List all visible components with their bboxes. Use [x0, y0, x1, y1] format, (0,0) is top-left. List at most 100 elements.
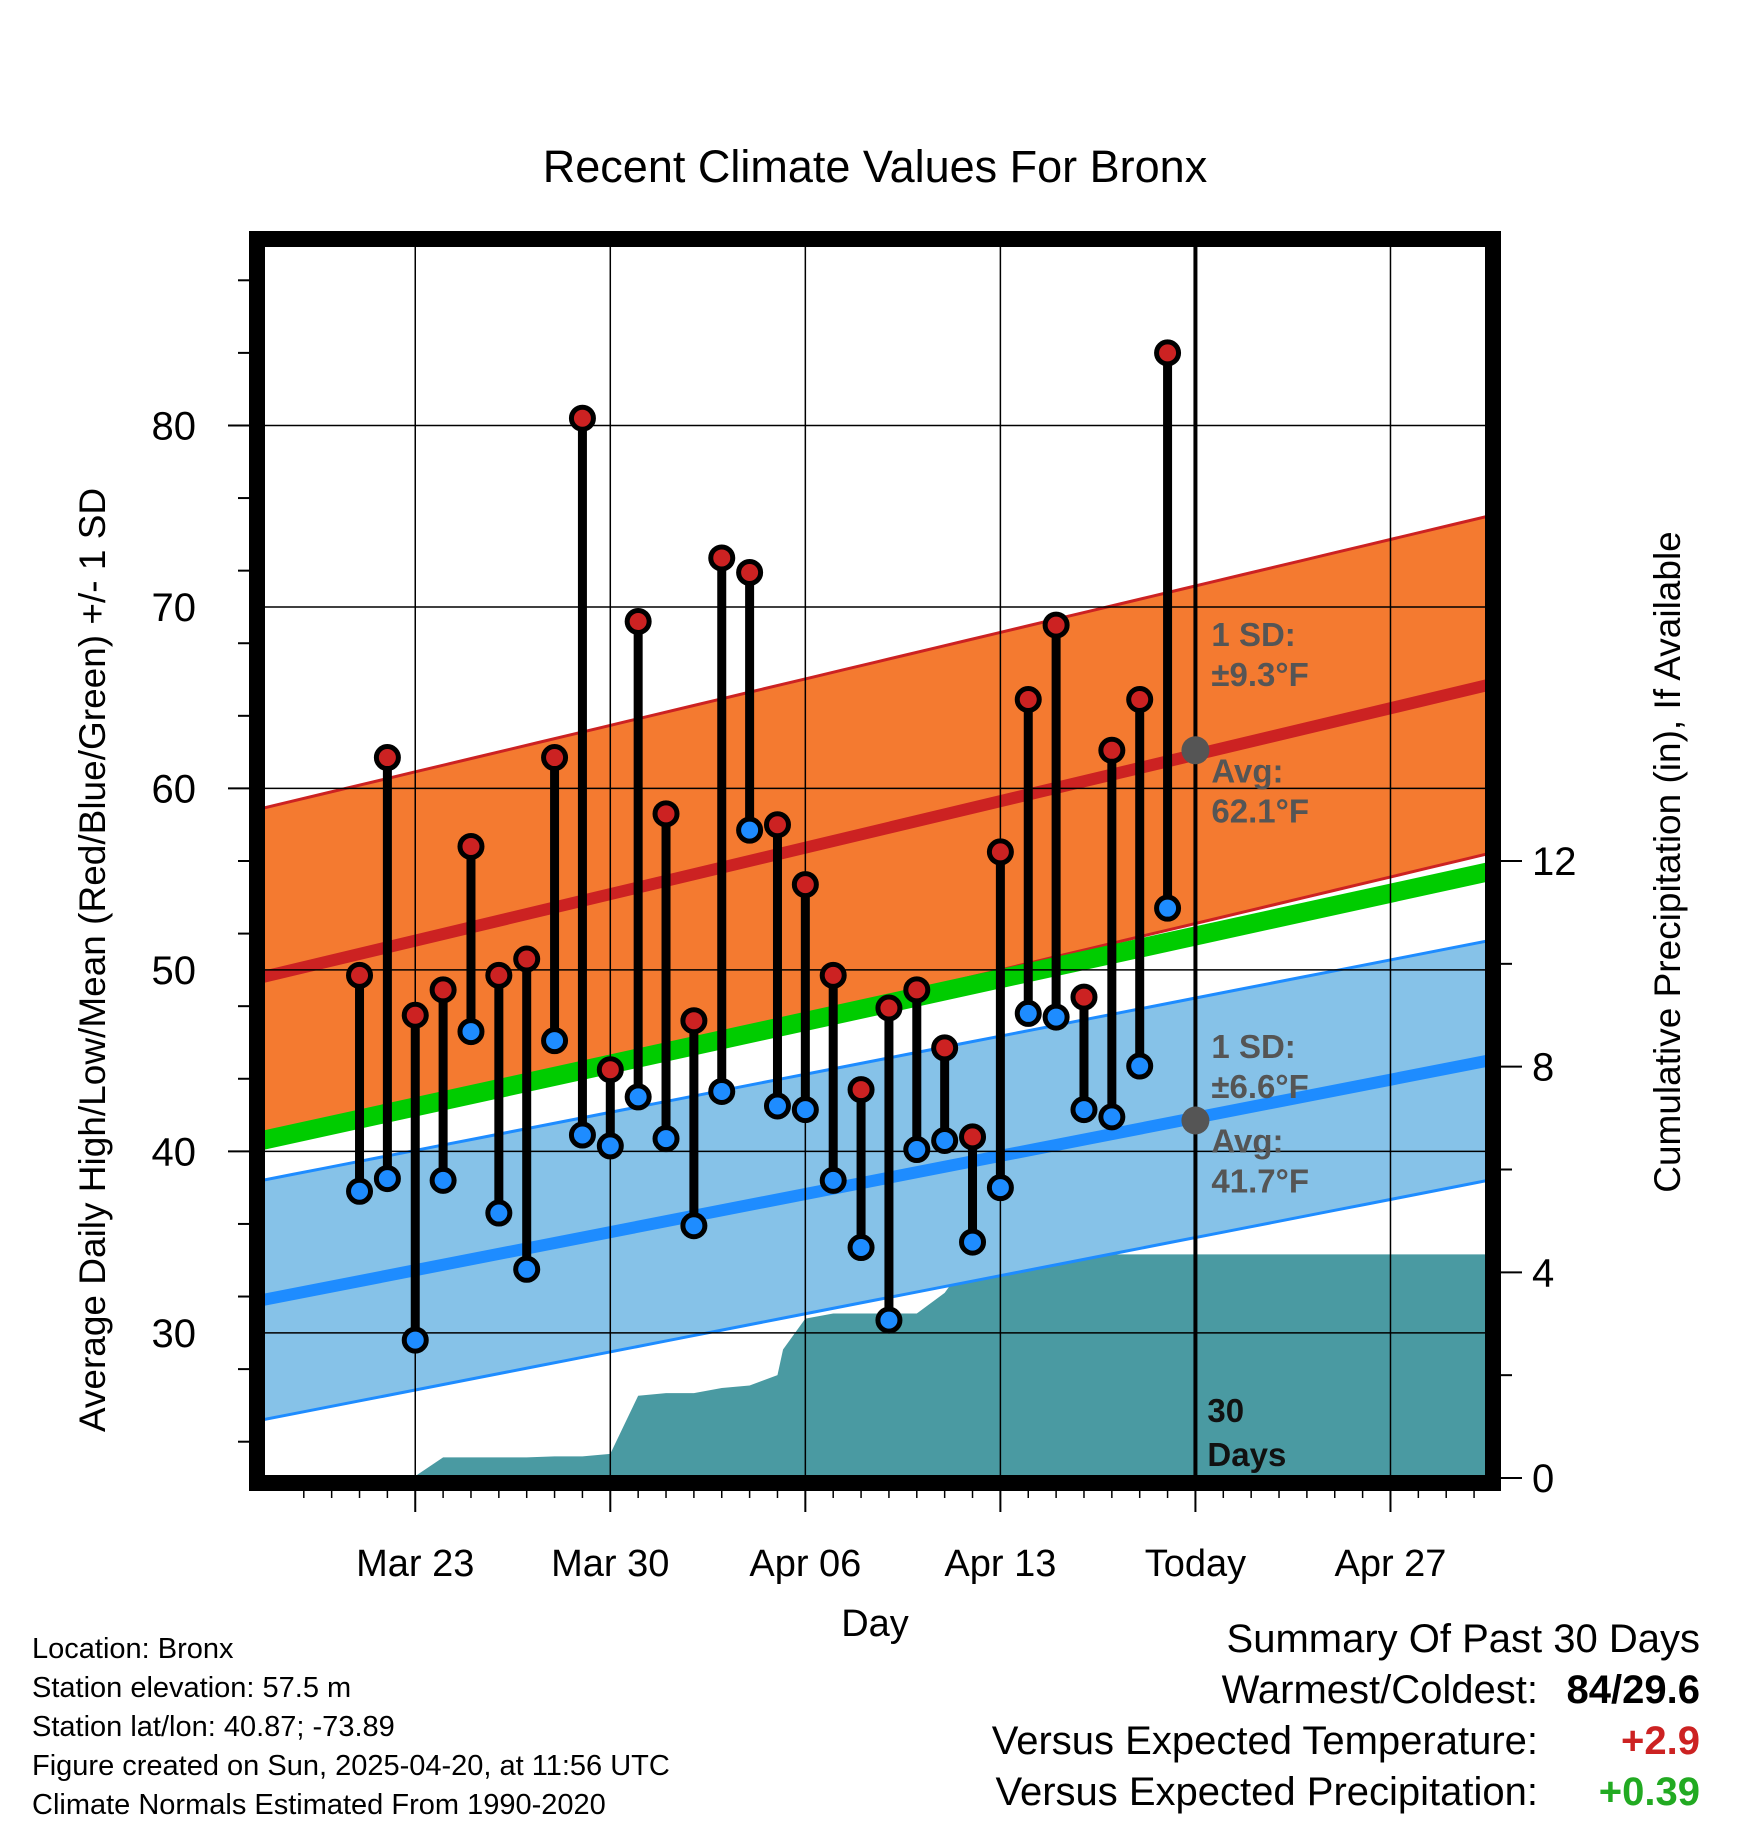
- daily-low-point: [513, 1255, 541, 1283]
- daily-low-point: [1126, 1052, 1154, 1080]
- daily-high-point: [1042, 611, 1070, 639]
- x-tick-label: Today: [1145, 1543, 1246, 1585]
- elevation-text: Station elevation: 57.5 m: [32, 1672, 352, 1704]
- daily-high-point: [373, 744, 401, 772]
- daily-high-point: [652, 800, 680, 828]
- today-low-average-marker: [1181, 1106, 1210, 1135]
- daily-low-point: [1070, 1096, 1098, 1124]
- temp-value: +2.9: [1621, 1719, 1700, 1763]
- daily-low-point: [373, 1165, 401, 1193]
- chart-title: Recent Climate Values For Bronx: [543, 141, 1208, 192]
- station-info: Location: Bronx Station elevation: 57.5 …: [32, 1630, 670, 1825]
- low-avg-value: 41.7°F: [1211, 1163, 1309, 1200]
- daily-high-point: [596, 1056, 624, 1084]
- daily-high-point: [680, 1007, 708, 1035]
- daily-high-point: [429, 976, 457, 1004]
- daily-low-point: [1014, 999, 1042, 1027]
- normal-mean-line: [262, 862, 1488, 1150]
- latlon-text: Station lat/lon: 40.87; -73.89: [32, 1711, 395, 1743]
- daily-low-point: [903, 1136, 931, 1164]
- temp-label: Versus Expected Temperature:: [991, 1719, 1538, 1763]
- high-sd-label: 1 SD:: [1211, 616, 1295, 653]
- normal-low-line: [262, 1054, 1488, 1307]
- daily-low-point: [847, 1234, 875, 1262]
- precip-value: +0.39: [1598, 1770, 1700, 1814]
- daily-high-point: [819, 961, 847, 989]
- daily-high-point: [847, 1076, 875, 1104]
- daily-high-point: [401, 1001, 429, 1029]
- x-tick-label: Mar 23: [356, 1543, 474, 1585]
- normal-high-line: [262, 679, 1488, 983]
- x-tick-label: Apr 06: [749, 1543, 861, 1585]
- daily-low-point: [819, 1166, 847, 1194]
- daily-high-point: [541, 744, 569, 772]
- daily-low-point: [457, 1018, 485, 1046]
- high-avg-label: Avg:: [1211, 752, 1283, 789]
- daily-low-point: [1098, 1103, 1126, 1131]
- summary-title: Summary Of Past 30 Days: [1226, 1617, 1700, 1661]
- daily-low-point: [1042, 1003, 1070, 1031]
- daily-high-point: [736, 558, 764, 586]
- daily-high-point: [1154, 339, 1182, 367]
- daily-low-point: [791, 1096, 819, 1124]
- daily-high-point: [986, 838, 1014, 866]
- daily-low-point: [652, 1125, 680, 1153]
- daily-low-point: [429, 1166, 457, 1194]
- summary-warmest-row: Warmest/Coldest: 84/29.6: [992, 1668, 1700, 1719]
- daily-high-point: [624, 607, 652, 635]
- low-sd-value: ±6.6°F: [1211, 1068, 1308, 1105]
- daily-low-point: [568, 1121, 596, 1149]
- high-avg-value: 62.1°F: [1211, 792, 1309, 829]
- low-sd-label: 1 SD:: [1211, 1028, 1295, 1065]
- daily-high-point: [1126, 685, 1154, 713]
- daily-low-point: [931, 1126, 959, 1154]
- days-label-text: Days: [1207, 1436, 1286, 1473]
- location-text: Location: Bronx: [32, 1633, 234, 1665]
- daily-low-point: [1154, 894, 1182, 922]
- y-axis-label-left: Average Daily High/Low/Mean (Red/Blue/Gr…: [72, 488, 113, 1432]
- daily-high-point: [763, 811, 791, 839]
- summary-precip-row: Versus Expected Precipitation: +0.39: [992, 1770, 1700, 1821]
- y-tick-label: 80: [152, 404, 197, 448]
- normal-low-band-top-edge: [262, 939, 1488, 1182]
- daily-high-point: [346, 961, 374, 989]
- daily-high-point: [791, 871, 819, 899]
- created-text: Figure created on Sun, 2025-04-20, at 11…: [32, 1750, 670, 1782]
- daily-low-point: [986, 1174, 1014, 1202]
- days-label-number: 30: [1207, 1392, 1244, 1429]
- daily-high-point: [875, 994, 903, 1022]
- daily-high-point: [1070, 983, 1098, 1011]
- y-tick-label: 30: [152, 1312, 197, 1356]
- today-high-average-marker: [1181, 736, 1210, 765]
- y-axis-label-right: Cumulative Precipitation (in), If Availa…: [1647, 531, 1688, 1193]
- x-tick-label: Apr 13: [944, 1543, 1056, 1585]
- y-right-tick-label: 8: [1532, 1046, 1554, 1090]
- warmest-value: 84/29.6: [1566, 1668, 1700, 1712]
- daily-high-point: [457, 832, 485, 860]
- x-tick-label: Apr 27: [1334, 1543, 1446, 1585]
- y-tick-label: 40: [152, 1130, 197, 1174]
- daily-high-point: [568, 404, 596, 432]
- y-right-tick-label: 12: [1532, 840, 1577, 884]
- y-tick-label: 70: [152, 586, 197, 630]
- daily-high-point: [513, 945, 541, 973]
- daily-low-point: [596, 1132, 624, 1160]
- daily-low-point: [763, 1092, 791, 1120]
- y-tick-label: 50: [152, 949, 197, 993]
- normal-low-band-bottom-edge: [262, 1178, 1488, 1422]
- y-right-tick-label: 0: [1532, 1457, 1554, 1501]
- normals-text: Climate Normals Estimated From 1990-2020: [32, 1789, 606, 1821]
- daily-low-point: [401, 1326, 429, 1354]
- daily-high-point: [903, 976, 931, 1004]
- high-sd-value: ±9.3°F: [1211, 656, 1308, 693]
- y-tick-label: 60: [152, 767, 197, 811]
- precipitation-area: [359, 1254, 1488, 1478]
- daily-low-point: [959, 1228, 987, 1256]
- daily-low-point: [485, 1199, 513, 1227]
- low-avg-label: Avg:: [1211, 1123, 1283, 1160]
- daily-high-point: [485, 961, 513, 989]
- daily-high-point: [1014, 685, 1042, 713]
- y-right-tick-label: 4: [1532, 1251, 1554, 1295]
- daily-low-point: [736, 816, 764, 844]
